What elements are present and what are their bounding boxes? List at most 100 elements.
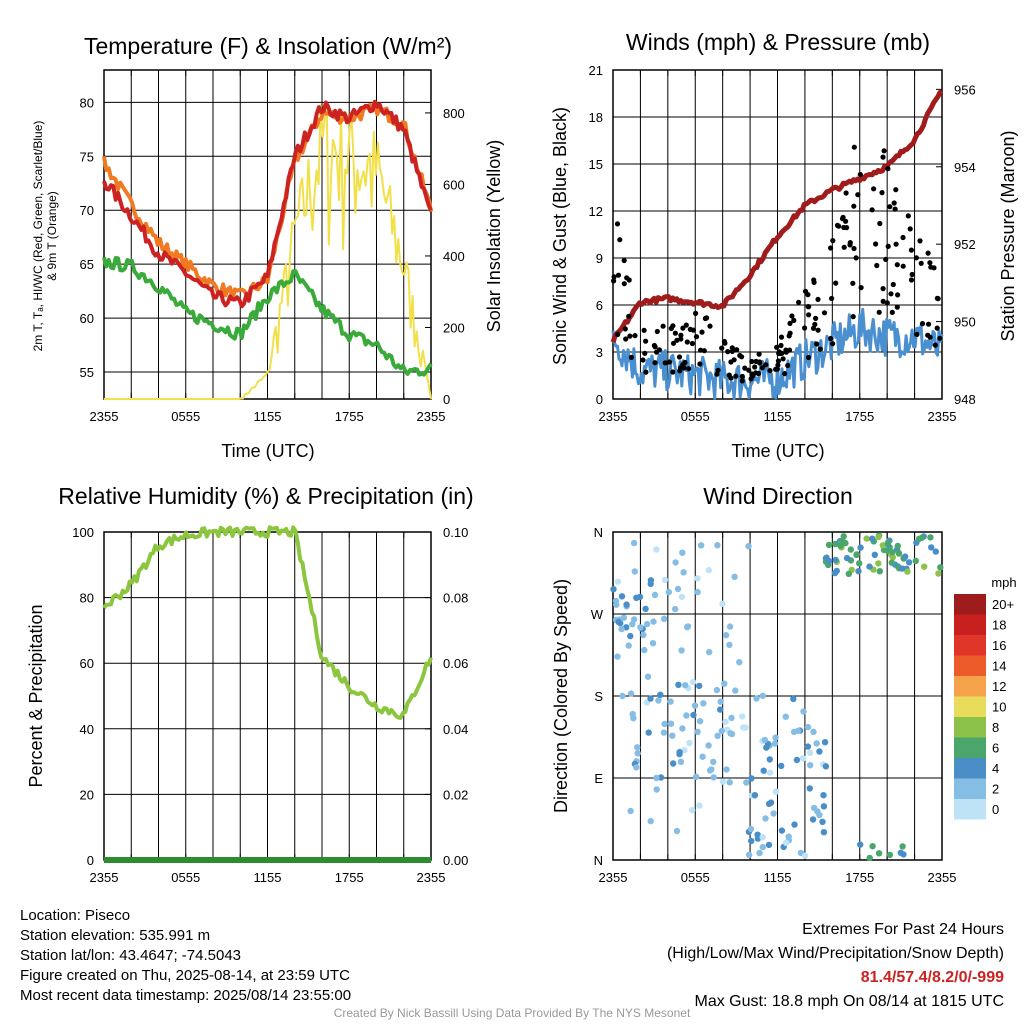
x-tick-label: 2355	[90, 409, 119, 424]
x-tick-label: 2355	[928, 870, 957, 885]
gust-point	[830, 341, 836, 347]
legend-swatch	[954, 696, 986, 717]
gust-point	[670, 369, 676, 375]
direction-point	[770, 810, 777, 817]
gust-point	[880, 298, 886, 304]
gust-point	[857, 171, 863, 178]
gust-point	[739, 373, 745, 380]
gust-point	[785, 362, 791, 369]
y2-tick-label: 0.00	[443, 853, 468, 868]
direction-point	[653, 546, 660, 553]
y-tick-label: 0	[87, 853, 94, 868]
direction-point	[763, 744, 770, 751]
direction-point	[743, 779, 750, 786]
y-tick-label: 80	[80, 591, 94, 606]
gust-point	[739, 378, 745, 384]
direction-point	[748, 837, 755, 845]
direction-point	[853, 551, 861, 558]
direction-point	[799, 755, 807, 762]
direction-point	[728, 714, 735, 722]
direction-point	[756, 849, 763, 857]
direction-point	[670, 760, 677, 767]
y2-tick-label: 952	[954, 237, 976, 252]
x-tick-label: 2355	[928, 409, 957, 424]
gust-point	[660, 323, 666, 329]
direction-point	[673, 827, 681, 835]
direction-point	[731, 573, 738, 580]
direction-point	[745, 543, 752, 550]
legend-label: 14	[992, 659, 1006, 674]
direction-point	[710, 758, 717, 766]
gust-point	[656, 347, 663, 353]
direction-point	[723, 766, 730, 773]
x-tick-label: 0555	[171, 409, 200, 424]
direction-point	[816, 748, 823, 755]
gust-point	[889, 309, 895, 315]
direction-point	[899, 843, 906, 850]
direction-point	[732, 687, 739, 694]
direction-point	[689, 678, 697, 686]
direction-point	[680, 569, 687, 576]
y-tick-label: 80	[80, 95, 94, 110]
humidity-panel: 2355 0555 1155 1755 2355 0 20 40 60 80 100 0.00 0.02…	[26, 483, 474, 885]
direction-point	[866, 854, 873, 862]
gust-point	[617, 237, 623, 243]
direction-point	[759, 834, 766, 841]
direction-point	[661, 720, 668, 728]
gust-point	[707, 323, 713, 329]
gust-point	[833, 280, 839, 286]
direction-point	[782, 713, 789, 720]
gust-point	[836, 223, 842, 229]
direction-point	[722, 632, 730, 639]
temperature-ylabel-line1: 2m T, Tₐ, HI/WC (Red, Green, Scarlet/Blu…	[31, 121, 45, 352]
direction-point	[674, 585, 682, 593]
direction-point	[857, 841, 864, 848]
x-tick-label: 2355	[90, 870, 119, 885]
gust-point	[839, 216, 846, 222]
gust-point	[828, 245, 834, 251]
x-tick-label: 1755	[845, 409, 874, 424]
legend-label: 12	[992, 679, 1006, 694]
plot-frame	[103, 69, 432, 400]
y-tick-label: 3	[596, 345, 603, 360]
gust-point	[778, 342, 784, 349]
gust-point	[728, 375, 734, 381]
direction-point	[691, 702, 699, 709]
direction-point	[806, 785, 813, 792]
y2-tick-label: 0.08	[443, 591, 468, 606]
direction-point	[647, 580, 654, 588]
direction-point	[614, 653, 621, 660]
gust-point	[652, 344, 658, 350]
direction-point	[614, 578, 622, 585]
y-tick-label: 20	[80, 787, 94, 802]
legend-swatch	[954, 758, 986, 779]
created-text: Figure created on Thu, 2025-08-14, at 23…	[20, 967, 350, 984]
direction-point	[690, 711, 697, 719]
gust-point	[742, 365, 748, 371]
direction-point	[699, 753, 706, 760]
y-tick-label: 100	[72, 525, 94, 540]
direction-point	[889, 554, 896, 561]
gust-point	[879, 190, 885, 196]
gust-point	[880, 286, 886, 292]
legend-label: 8	[992, 720, 999, 735]
direction-point	[813, 740, 820, 747]
gust-point	[787, 330, 793, 336]
gust-point	[891, 200, 897, 206]
direction-point	[726, 779, 733, 786]
gust-point	[725, 349, 731, 355]
gust-point	[873, 241, 879, 247]
winds-panel: 2355 0555 1155 1755 2355 0 3 6 9 12 15 18 21 948 950 95…	[550, 29, 1018, 461]
gust-point	[756, 351, 762, 357]
direction-point	[869, 843, 876, 850]
x-tick-label: 1755	[845, 870, 874, 885]
direction-point	[888, 559, 895, 566]
legend-label: 10	[992, 700, 1006, 715]
x-tick-label: 0555	[681, 870, 710, 885]
direction-point	[696, 718, 704, 725]
direction-point	[727, 730, 734, 737]
gust-point	[729, 345, 735, 351]
humidity-title: Relative Humidity (%) & Precipitation (i…	[58, 483, 473, 509]
gust-point	[641, 327, 647, 333]
gust-point	[914, 331, 920, 337]
